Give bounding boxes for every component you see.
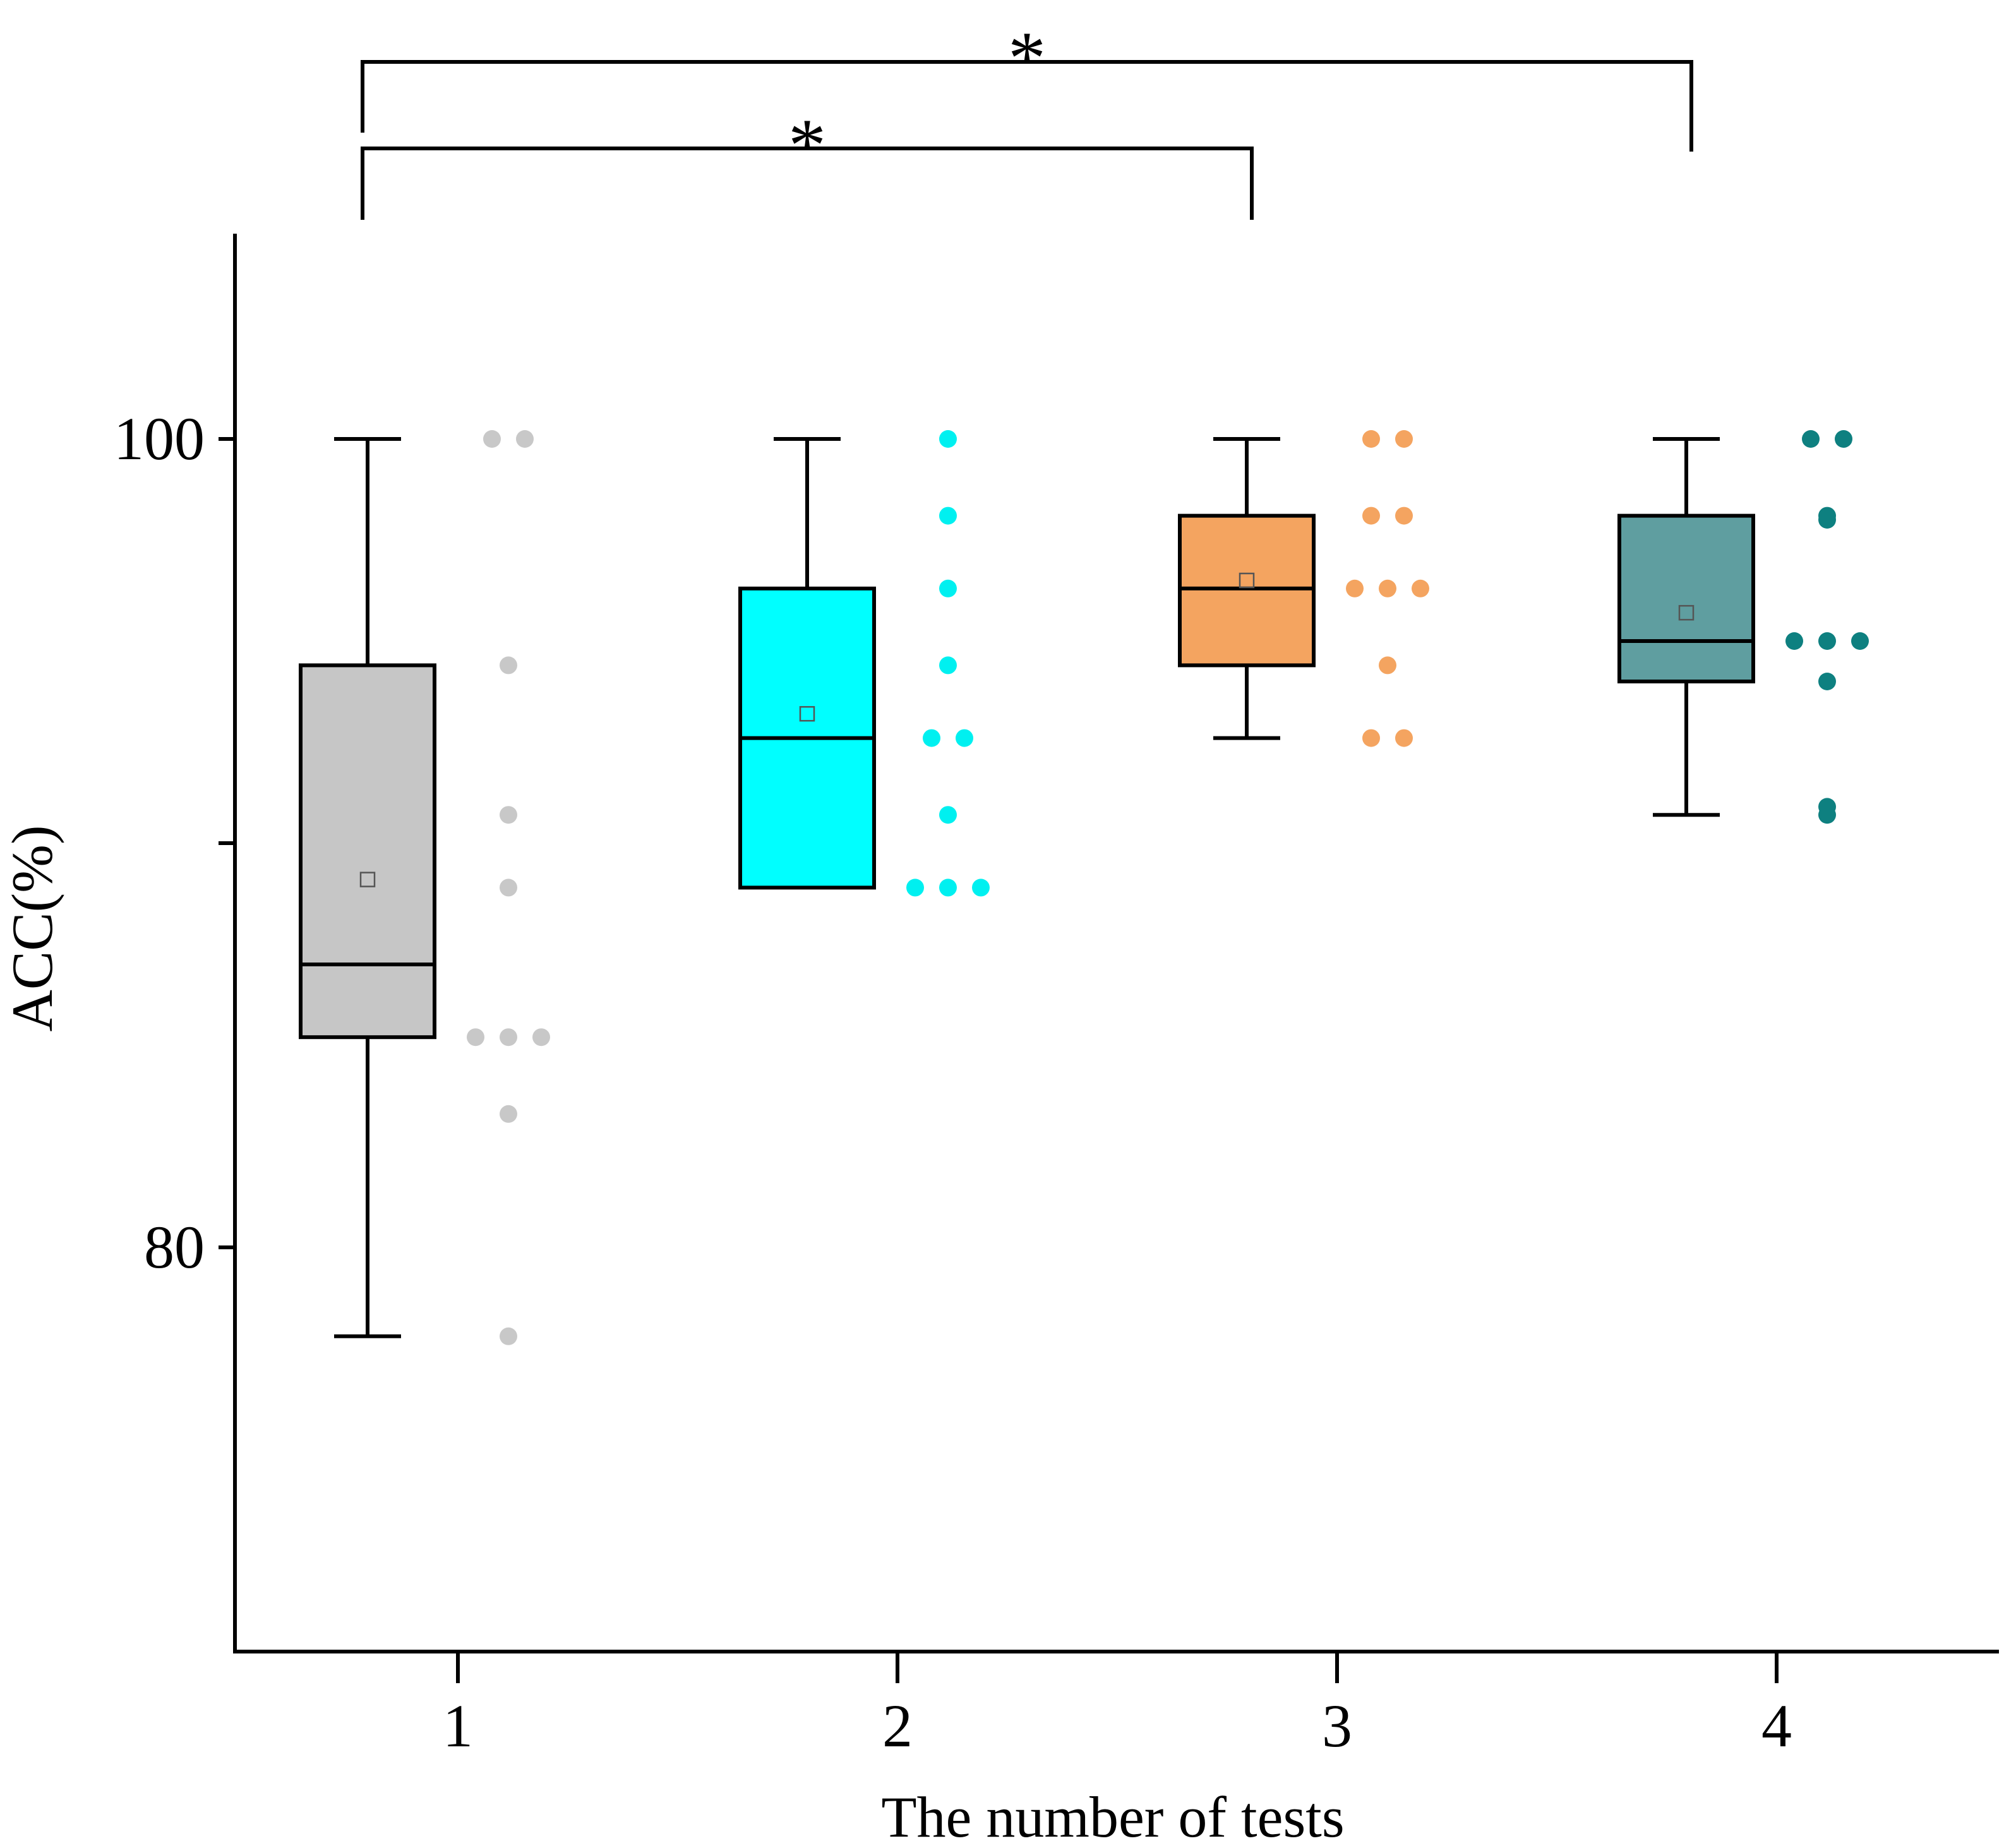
- box-iqr: [1617, 513, 1755, 683]
- data-point: [500, 806, 517, 824]
- data-point: [1818, 632, 1836, 650]
- points-1: [467, 430, 550, 1345]
- box-group-2: [738, 437, 876, 890]
- data-point: [1379, 579, 1396, 597]
- data-point: [939, 879, 957, 897]
- data-point: [1395, 507, 1413, 525]
- box-group-4: [1617, 437, 1755, 817]
- data-point: [1346, 579, 1364, 597]
- data-point: [500, 656, 517, 675]
- data-point: [532, 1028, 550, 1047]
- points-2: [906, 430, 990, 897]
- data-point: [500, 1028, 517, 1047]
- data-point: [939, 430, 957, 448]
- x-tick-label-2: 2: [882, 1692, 913, 1760]
- significance-brackets: **: [361, 16, 1693, 220]
- mean-marker: [1678, 604, 1695, 621]
- x-axis-title: The number of tests: [881, 1785, 1344, 1848]
- data-point: [956, 729, 973, 747]
- data-points: [467, 430, 1869, 1345]
- y-axis-title: ACC(%): [0, 825, 64, 1031]
- data-point: [939, 507, 957, 525]
- mean-marker: [799, 705, 815, 722]
- data-point: [500, 1105, 517, 1123]
- data-point: [1379, 656, 1396, 675]
- data-point: [939, 579, 957, 597]
- box-iqr: [1178, 513, 1316, 668]
- y-tick-label-80: 80: [144, 1213, 205, 1281]
- data-point: [1362, 507, 1380, 525]
- significance-bracket-1-4: *: [361, 16, 1693, 152]
- data-point: [1395, 729, 1413, 747]
- box-group-1: [299, 437, 436, 1338]
- data-point: [1362, 430, 1380, 448]
- data-point: [972, 879, 990, 897]
- x-tick-label-1: 1: [443, 1692, 473, 1760]
- x-tick-label-4: 4: [1761, 1692, 1792, 1760]
- data-point: [923, 729, 940, 747]
- data-point: [1785, 632, 1803, 650]
- box-series: [299, 437, 1755, 1338]
- box-iqr: [299, 663, 436, 1040]
- data-point: [500, 1327, 517, 1345]
- data-point: [516, 430, 534, 448]
- data-point: [1412, 579, 1429, 597]
- points-3: [1346, 430, 1429, 747]
- data-point: [1818, 673, 1836, 690]
- data-point: [1818, 806, 1836, 824]
- box-group-3: [1178, 437, 1316, 740]
- mean-marker: [1239, 572, 1255, 589]
- significance-star: *: [1008, 16, 1046, 100]
- points-4: [1785, 430, 1869, 824]
- data-point: [1362, 729, 1380, 747]
- x-tick-label-3: 3: [1322, 1692, 1352, 1760]
- mean-marker: [359, 872, 376, 887]
- data-point: [1818, 511, 1836, 529]
- significance-star: *: [788, 103, 826, 187]
- axes: 80 100 1 2 3 4: [114, 234, 1999, 1760]
- data-point: [939, 656, 957, 675]
- bracket-line: [361, 147, 1254, 220]
- data-point: [1835, 430, 1852, 448]
- data-point: [483, 430, 501, 448]
- data-point: [1395, 430, 1413, 448]
- data-point: [906, 879, 924, 897]
- data-point: [939, 806, 957, 824]
- data-point: [1851, 632, 1869, 650]
- significance-bracket-1-3: *: [361, 103, 1254, 220]
- bracket-line: [361, 60, 1693, 152]
- y-tick-label-100: 100: [114, 405, 205, 472]
- data-point: [1802, 430, 1820, 448]
- data-point: [500, 879, 517, 897]
- data-point: [467, 1028, 484, 1047]
